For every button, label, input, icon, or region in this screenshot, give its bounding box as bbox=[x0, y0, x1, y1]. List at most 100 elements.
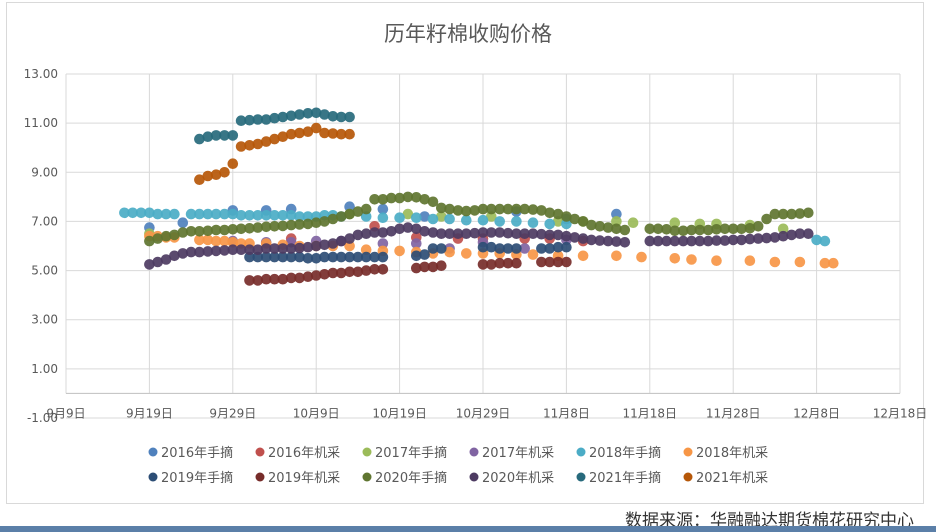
data-point-2018年手摘 bbox=[210, 208, 222, 220]
data-point-2020年机采 bbox=[461, 228, 472, 239]
data-point-2020年机采 bbox=[185, 246, 197, 258]
data-point-2020年手摘 bbox=[269, 221, 280, 232]
data-point-2018年手摘 bbox=[260, 210, 272, 221]
data-point-2020年机采 bbox=[719, 235, 731, 246]
data-point-2020年手摘 bbox=[169, 229, 180, 241]
legend-label: 2016年机采 bbox=[268, 446, 340, 461]
data-point-2020年机采 bbox=[694, 235, 706, 247]
data-point-2019年机采 bbox=[302, 271, 314, 283]
data-point-2020年手摘 bbox=[752, 221, 764, 232]
data-point-2018年机采 bbox=[194, 234, 205, 246]
data-point-2020年手摘 bbox=[561, 211, 572, 222]
data-point-2019年机采 bbox=[327, 267, 339, 279]
data-point-2018年手摘 bbox=[494, 216, 506, 227]
data-point-2020年手摘 bbox=[594, 221, 606, 232]
data-point-2020年机采 bbox=[669, 235, 681, 247]
y-tick-label: 13.00 bbox=[24, 67, 58, 81]
data-point-2020年手摘 bbox=[427, 196, 439, 208]
data-point-2020年手摘 bbox=[461, 205, 472, 217]
data-point-2021年手摘 bbox=[285, 110, 297, 122]
data-point-2019年机采 bbox=[369, 264, 380, 275]
data-point-2021年机采 bbox=[277, 131, 289, 142]
data-point-2020年手摘 bbox=[511, 203, 522, 215]
data-point-2018年机采 bbox=[344, 240, 355, 252]
data-point-2018年手摘 bbox=[152, 208, 163, 220]
data-point-2019年机采 bbox=[561, 256, 572, 268]
data-point-2020年手摘 bbox=[569, 213, 580, 225]
data-point-2018年机采 bbox=[202, 234, 214, 246]
data-point-2020年手摘 bbox=[786, 208, 797, 220]
data-point-2021年机采 bbox=[227, 158, 239, 169]
data-point-2018年手摘 bbox=[227, 208, 239, 220]
chart-title: 历年籽棉收购价格 bbox=[384, 22, 552, 46]
data-point-2018年手摘 bbox=[144, 207, 155, 219]
data-point-2020年手摘 bbox=[619, 224, 631, 236]
data-point-2021年机采 bbox=[252, 138, 264, 150]
data-point-2020年机采 bbox=[310, 240, 322, 252]
data-point-2021年手摘 bbox=[294, 109, 305, 120]
data-point-2020年手摘 bbox=[686, 224, 697, 236]
legend-label: 2020年机采 bbox=[482, 471, 554, 486]
data-point-2020年机采 bbox=[277, 243, 289, 254]
data-point-2020年手摘 bbox=[402, 191, 414, 203]
data-point-2019年手摘 bbox=[561, 241, 572, 253]
data-point-2019年手摘 bbox=[511, 243, 522, 254]
data-point-2018年手摘 bbox=[377, 212, 389, 223]
data-point-2020年机采 bbox=[377, 227, 389, 238]
data-point-2018年手摘 bbox=[127, 207, 138, 219]
data-point-2020年机采 bbox=[786, 229, 797, 241]
data-point-2020年手摘 bbox=[544, 207, 555, 219]
data-point-2020年手摘 bbox=[327, 213, 339, 225]
data-point-2019年手摘 bbox=[285, 251, 297, 263]
data-point-2020年机采 bbox=[586, 234, 597, 246]
data-point-2018年手摘 bbox=[527, 217, 539, 228]
data-point-2018年手摘 bbox=[444, 213, 455, 225]
data-point-2020年机采 bbox=[619, 237, 631, 248]
data-point-2020年机采 bbox=[386, 226, 397, 237]
data-point-2020年手摘 bbox=[494, 203, 506, 215]
data-point-2019年机采 bbox=[244, 275, 255, 286]
data-point-2018年机采 bbox=[394, 245, 405, 257]
data-point-2019年机采 bbox=[377, 264, 389, 275]
data-point-2020年手摘 bbox=[260, 221, 272, 233]
data-point-2019年机采 bbox=[427, 261, 439, 273]
data-point-2020年机采 bbox=[686, 235, 697, 247]
data-point-2020年机采 bbox=[611, 236, 622, 247]
data-point-2018年手摘 bbox=[185, 208, 197, 220]
data-point-2018年机采 bbox=[360, 244, 372, 255]
data-point-2020年手摘 bbox=[519, 203, 530, 215]
data-point-2020年手摘 bbox=[736, 223, 747, 235]
x-tick-label: 9月29日 bbox=[209, 406, 256, 420]
data-point-2019年机采 bbox=[411, 262, 422, 274]
data-point-2019年机采 bbox=[335, 267, 347, 279]
data-point-2019年机采 bbox=[477, 259, 489, 270]
data-point-2021年手摘 bbox=[219, 130, 230, 141]
data-point-2020年手摘 bbox=[536, 205, 547, 216]
data-point-2020年手摘 bbox=[552, 208, 564, 220]
data-point-2019年机采 bbox=[285, 272, 297, 284]
data-point-2018年手摘 bbox=[561, 218, 572, 230]
data-point-2018年机采 bbox=[686, 254, 697, 265]
data-point-2020年手摘 bbox=[185, 226, 197, 237]
data-point-2018年机采 bbox=[744, 255, 756, 266]
data-point-2020年机采 bbox=[644, 235, 656, 247]
data-point-2019年手摘 bbox=[260, 251, 272, 263]
data-point-2020年机采 bbox=[177, 248, 189, 259]
y-tick-label: 3.00 bbox=[31, 313, 58, 327]
data-point-2018年机采 bbox=[828, 257, 839, 269]
data-point-2020年手摘 bbox=[235, 223, 247, 235]
data-point-2019年机采 bbox=[294, 272, 305, 284]
data-point-2020年机采 bbox=[769, 232, 781, 243]
data-point-2020年机采 bbox=[260, 243, 272, 254]
data-point-2020年机采 bbox=[494, 227, 506, 238]
data-point-2021年手摘 bbox=[302, 108, 314, 119]
data-point-2021年机采 bbox=[344, 128, 355, 140]
data-point-2020年手摘 bbox=[803, 207, 814, 219]
data-point-2020年手摘 bbox=[486, 203, 497, 215]
legend-label: 2021年手摘 bbox=[589, 470, 661, 486]
data-point-2020年机采 bbox=[777, 230, 789, 242]
data-point-2020年手摘 bbox=[577, 216, 589, 227]
data-point-2020年手摘 bbox=[302, 218, 314, 230]
data-point-2017年手摘 bbox=[611, 216, 622, 227]
data-point-2019年机采 bbox=[310, 270, 322, 281]
